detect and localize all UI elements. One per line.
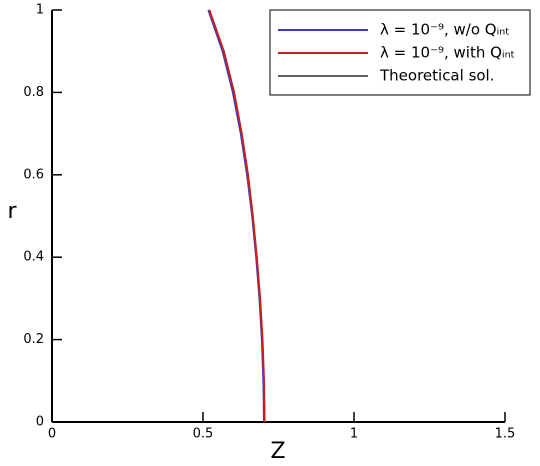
- y-tick-label: 0: [36, 415, 44, 430]
- y-tick-label: 0.8: [23, 85, 44, 100]
- x-tick-label: 1.5: [495, 427, 516, 442]
- legend-label: λ = 10⁻⁹, w/o Qᵢₙₜ: [380, 21, 510, 39]
- series-line: [208, 9, 266, 423]
- y-tick-label: 0.6: [23, 167, 44, 182]
- y-tick-label: 0.2: [23, 332, 44, 347]
- x-tick-label: 0: [48, 427, 56, 442]
- y-tick-label: 0.4: [23, 250, 44, 265]
- y-axis-title: r: [7, 199, 17, 224]
- legend-label: Theoretical sol.: [379, 67, 495, 85]
- x-tick-label: 0.5: [193, 427, 214, 442]
- legend-label: λ = 10⁻⁹, with Qᵢₙₜ: [380, 44, 515, 62]
- y-tick-label: 1: [36, 3, 44, 18]
- series-line: [207, 9, 265, 423]
- x-axis-title: Z: [270, 439, 285, 464]
- x-tick-label: 1: [350, 427, 358, 442]
- series-line: [208, 9, 266, 423]
